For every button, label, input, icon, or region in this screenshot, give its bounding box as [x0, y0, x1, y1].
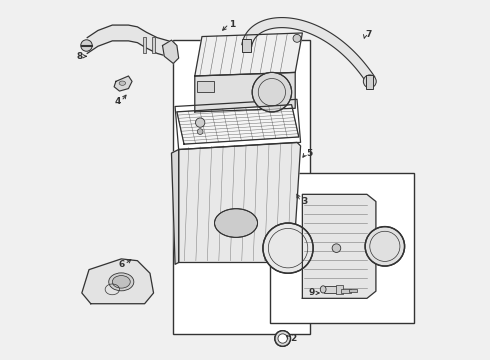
Text: 5: 5	[306, 149, 313, 158]
Ellipse shape	[112, 275, 130, 288]
Bar	[173, 40, 310, 334]
Circle shape	[332, 244, 341, 252]
Circle shape	[275, 330, 291, 346]
Ellipse shape	[320, 286, 326, 293]
Polygon shape	[195, 33, 302, 76]
Circle shape	[196, 118, 205, 127]
Text: 2: 2	[290, 334, 296, 343]
Text: 6: 6	[118, 260, 124, 269]
Bar	[143, 37, 147, 53]
Ellipse shape	[215, 209, 258, 237]
Text: 4: 4	[115, 96, 121, 105]
Circle shape	[364, 75, 376, 88]
Polygon shape	[302, 194, 376, 298]
Bar	[349, 289, 357, 292]
Bar	[341, 289, 351, 293]
Text: 1: 1	[229, 19, 236, 28]
Text: 8: 8	[76, 52, 82, 61]
Polygon shape	[87, 25, 170, 57]
Text: 3: 3	[301, 197, 307, 206]
Circle shape	[293, 35, 301, 42]
Polygon shape	[163, 40, 179, 63]
Bar	[152, 37, 155, 53]
Polygon shape	[172, 149, 179, 264]
Text: 9: 9	[308, 288, 315, 297]
Polygon shape	[179, 142, 300, 262]
Polygon shape	[82, 259, 153, 304]
Circle shape	[81, 40, 92, 51]
Circle shape	[197, 129, 203, 134]
Bar	[270, 173, 414, 323]
Circle shape	[365, 226, 405, 266]
Text: 7: 7	[366, 30, 372, 39]
Polygon shape	[242, 18, 375, 82]
Ellipse shape	[119, 81, 125, 85]
Polygon shape	[114, 76, 132, 91]
Bar	[242, 39, 251, 51]
Circle shape	[263, 223, 313, 273]
Circle shape	[278, 334, 287, 343]
Bar	[337, 285, 343, 294]
Bar	[196, 81, 214, 92]
Bar	[324, 286, 338, 293]
Circle shape	[252, 72, 292, 112]
Ellipse shape	[109, 273, 134, 291]
Polygon shape	[195, 72, 295, 112]
Polygon shape	[177, 105, 299, 144]
Bar	[366, 75, 373, 89]
